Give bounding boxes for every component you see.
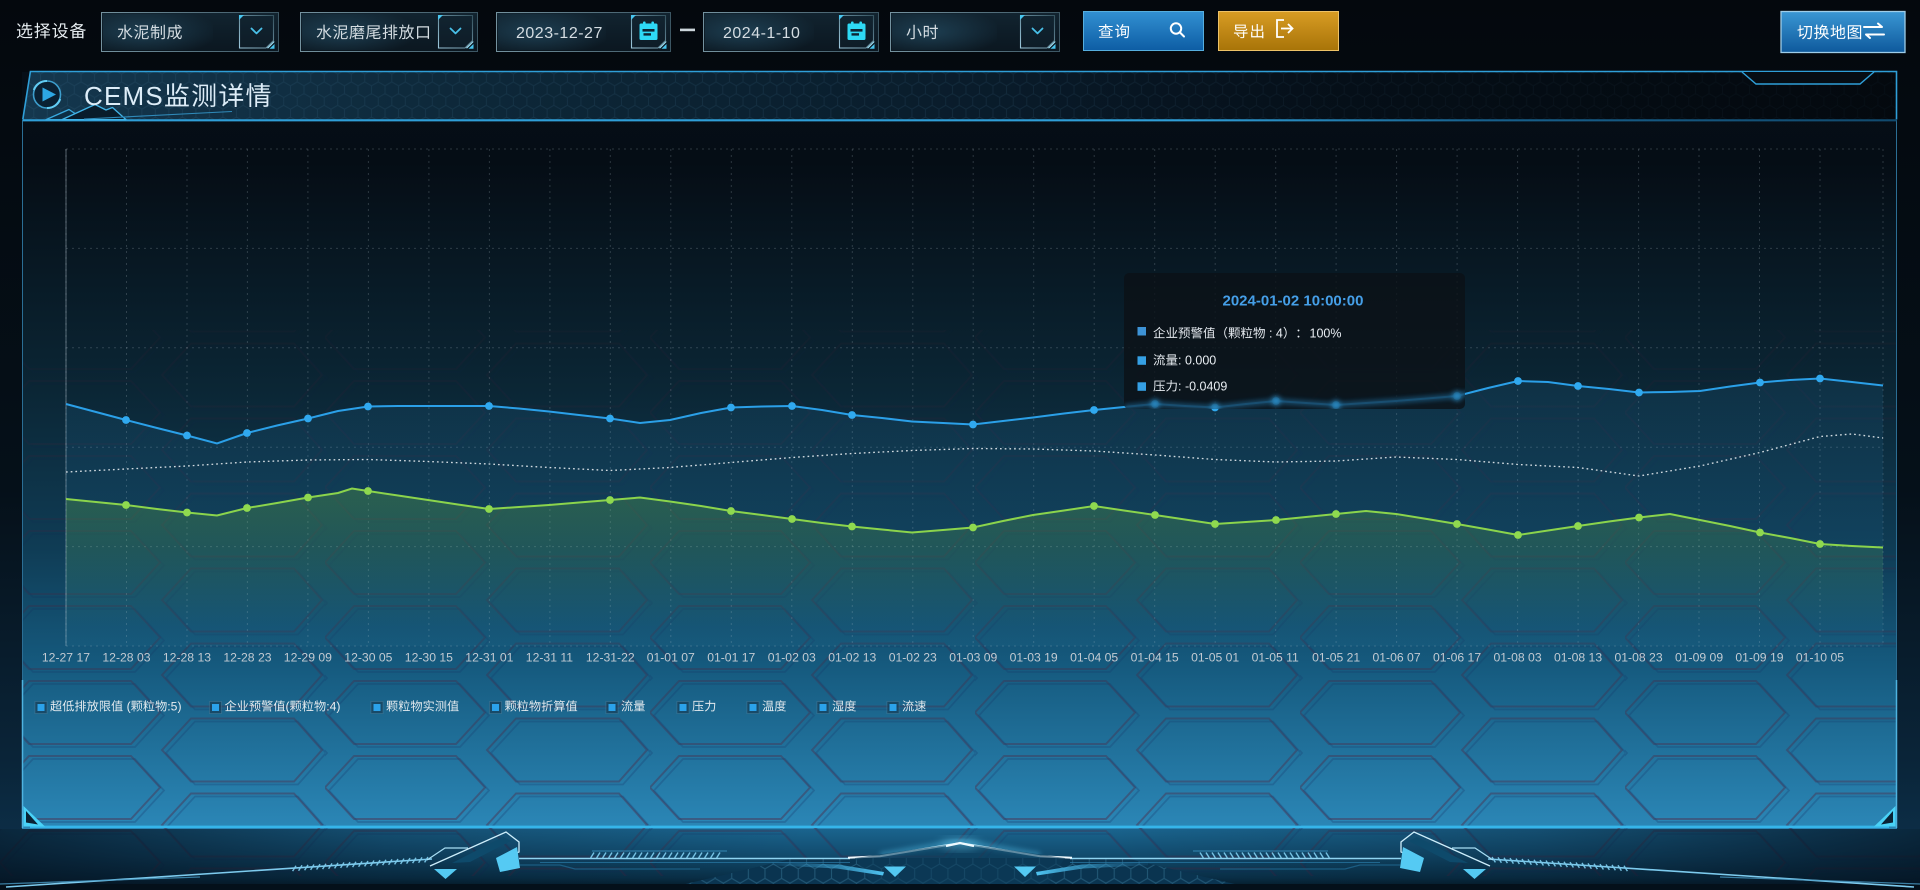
svg-text:100%: 100% [1310, 327, 1342, 341]
svg-text:: -0.0409: : -0.0409 [1178, 380, 1227, 394]
svg-text:01-05 21: 01-05 21 [1312, 651, 1360, 665]
svg-text:01-10 05: 01-10 05 [1796, 651, 1844, 665]
svg-text:01-03 19: 01-03 19 [1010, 651, 1058, 665]
svg-text:12-31 11: 12-31 11 [526, 651, 573, 665]
svg-text:01-05 11: 01-05 11 [1252, 651, 1299, 665]
svg-text:2024-01-02 10:00:00: 2024-01-02 10:00:00 [1223, 293, 1364, 310]
svg-text:01-05 01: 01-05 01 [1191, 651, 1239, 665]
svg-text:01-02 13: 01-02 13 [828, 651, 876, 665]
svg-text:01-08 13: 01-08 13 [1554, 651, 1602, 665]
svg-text:12-30 05: 12-30 05 [344, 651, 392, 665]
svg-text:01-03 09: 01-03 09 [949, 651, 997, 665]
svg-text:2023-12-27: 2023-12-27 [516, 25, 603, 42]
svg-text:2024-1-10: 2024-1-10 [723, 25, 800, 42]
svg-text:01-01 17: 01-01 17 [707, 651, 755, 665]
svg-text:01-06 17: 01-06 17 [1433, 651, 1481, 665]
svg-text:CEMS: CEMS [84, 81, 164, 111]
svg-text:(: ( [123, 700, 130, 714]
svg-text:01-08 23: 01-08 23 [1615, 651, 1663, 665]
svg-text:01-08 03: 01-08 03 [1494, 651, 1542, 665]
svg-text:12-29 09: 12-29 09 [284, 651, 332, 665]
svg-text:12-31-22: 12-31-22 [586, 651, 635, 665]
svg-text:12-30 15: 12-30 15 [405, 651, 453, 665]
svg-text:12-31 01: 12-31 01 [465, 651, 513, 665]
svg-text:: 0.000: : 0.000 [1178, 354, 1216, 368]
svg-text:01-04 15: 01-04 15 [1131, 651, 1179, 665]
svg-text:01-09 09: 01-09 09 [1675, 651, 1723, 665]
svg-text:: 4: : 4 [1266, 327, 1283, 341]
svg-text:01-04 05: 01-04 05 [1070, 651, 1118, 665]
svg-text::5): :5) [167, 700, 181, 714]
svg-text::4): :4) [326, 700, 340, 714]
svg-text:12-28 03: 12-28 03 [102, 651, 150, 665]
svg-text:12-27 17: 12-27 17 [42, 651, 90, 665]
svg-text:01-02 03: 01-02 03 [768, 651, 816, 665]
svg-text:01-09 19: 01-09 19 [1735, 651, 1783, 665]
svg-text:12-28 13: 12-28 13 [163, 651, 211, 665]
svg-text:01-01 07: 01-01 07 [647, 651, 695, 665]
svg-text:12-28 23: 12-28 23 [223, 651, 271, 665]
svg-text:01-06 07: 01-06 07 [1373, 651, 1421, 665]
svg-text:01-02 23: 01-02 23 [889, 651, 937, 665]
svg-text:(: ( [286, 700, 290, 714]
